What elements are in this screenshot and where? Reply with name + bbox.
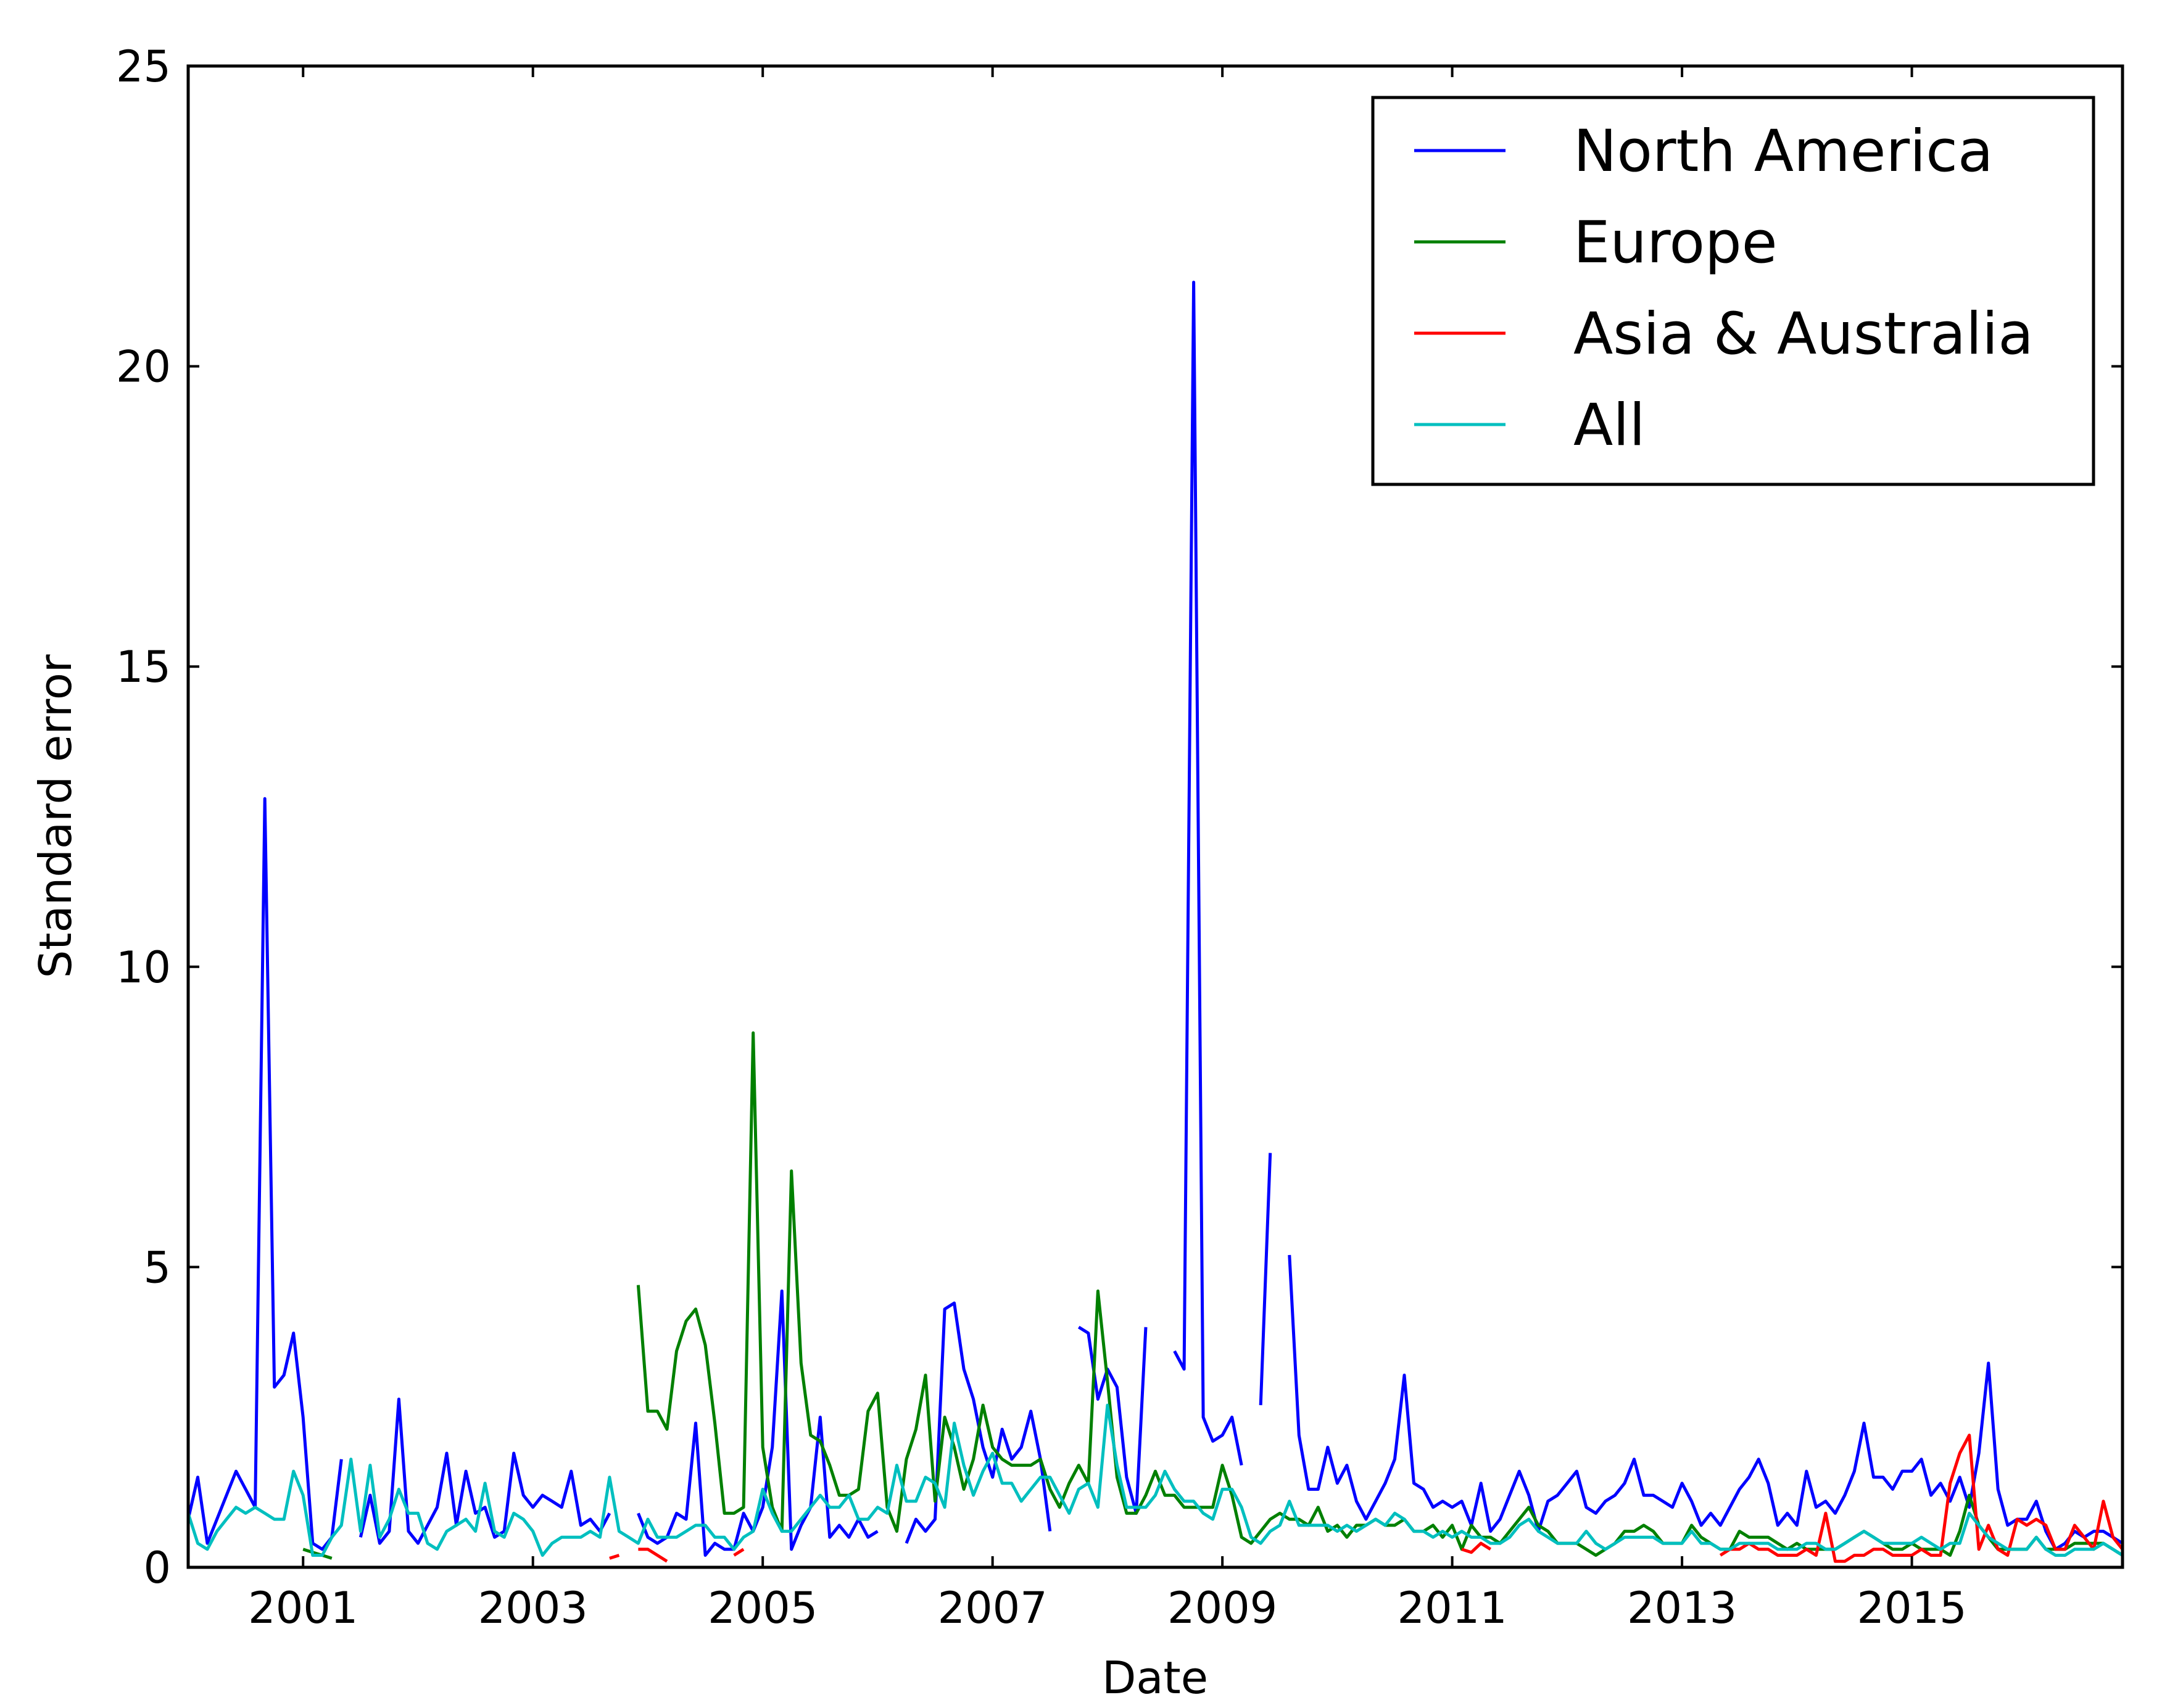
tick-labels: 0 5 10 15 20 25 2001 2003 2005 2007 2009 2011 2013 20… <box>116 41 1967 1633</box>
y-tick-label: 20 <box>116 342 171 392</box>
legend-label: Asia & Australia <box>1573 301 2034 368</box>
series-line-asia-australia <box>638 1548 668 1563</box>
series-line-all <box>188 1403 2123 1557</box>
x-tick-label: 2013 <box>1627 1583 1737 1633</box>
x-tick-label: 2003 <box>478 1583 588 1633</box>
x-tick-label: 2005 <box>708 1583 818 1633</box>
series-line-north-america <box>188 797 343 1551</box>
series-line-north-america <box>905 1301 1052 1544</box>
series-line-asia-australia <box>609 1554 620 1560</box>
x-tick-label: 2001 <box>248 1583 358 1633</box>
series-line-north-america <box>1259 1153 1272 1406</box>
y-tick-label: 5 <box>143 1242 171 1293</box>
series-line-north-america <box>1288 1254 2123 1551</box>
legend-frame <box>1371 96 2095 486</box>
plot-frame <box>186 64 2124 1569</box>
x-tick-label: 2015 <box>1857 1583 1966 1633</box>
series-layer <box>188 280 2123 1563</box>
series-line-asia-australia <box>1719 1433 2123 1563</box>
legend-item-all: All <box>1414 392 1646 459</box>
x-tick-label: 2007 <box>938 1583 1048 1633</box>
series-line-asia-australia <box>733 1548 745 1557</box>
legend-item-asia-australia: Asia & Australia <box>1414 301 2034 368</box>
legend: North America Europe Asia & Australia All <box>1371 96 2095 486</box>
legend-item-north-america: North America <box>1414 118 1994 185</box>
x-axis-label: Date <box>1102 1652 1208 1704</box>
series-line-north-america <box>637 1289 879 1557</box>
legend-item-europe: Europe <box>1414 209 1778 276</box>
y-tick-label: 10 <box>116 942 171 993</box>
series-all <box>188 1403 2123 1557</box>
series-line-asia-australia <box>1461 1541 1492 1554</box>
series-line-north-america <box>1173 280 1243 1466</box>
legend-label: All <box>1573 392 1646 459</box>
y-tick-label: 15 <box>116 642 171 692</box>
series-line-north-america <box>358 1398 611 1545</box>
y-tick-label: 0 <box>143 1543 171 1593</box>
y-tick-label: 25 <box>116 41 171 92</box>
series-asia-australia <box>609 1433 2123 1563</box>
legend-label: Europe <box>1573 209 1778 276</box>
x-tick-label: 2009 <box>1167 1583 1277 1633</box>
legend-label: North America <box>1573 118 1994 185</box>
x-tick-label: 2011 <box>1398 1583 1507 1633</box>
series-north-america <box>188 280 2123 1557</box>
y-axis-label: Standard error <box>30 654 81 978</box>
